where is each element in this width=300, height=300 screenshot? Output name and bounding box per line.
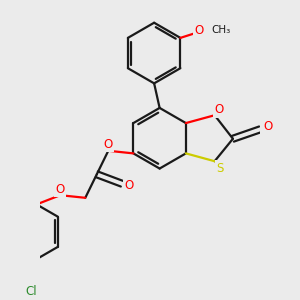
Text: O: O: [264, 120, 273, 133]
Text: S: S: [216, 162, 224, 175]
Text: Cl: Cl: [26, 285, 37, 298]
Text: O: O: [194, 24, 204, 37]
Text: CH₃: CH₃: [211, 25, 231, 35]
Text: O: O: [214, 103, 224, 116]
Text: O: O: [104, 138, 113, 151]
Text: O: O: [125, 178, 134, 192]
Text: O: O: [56, 182, 65, 196]
